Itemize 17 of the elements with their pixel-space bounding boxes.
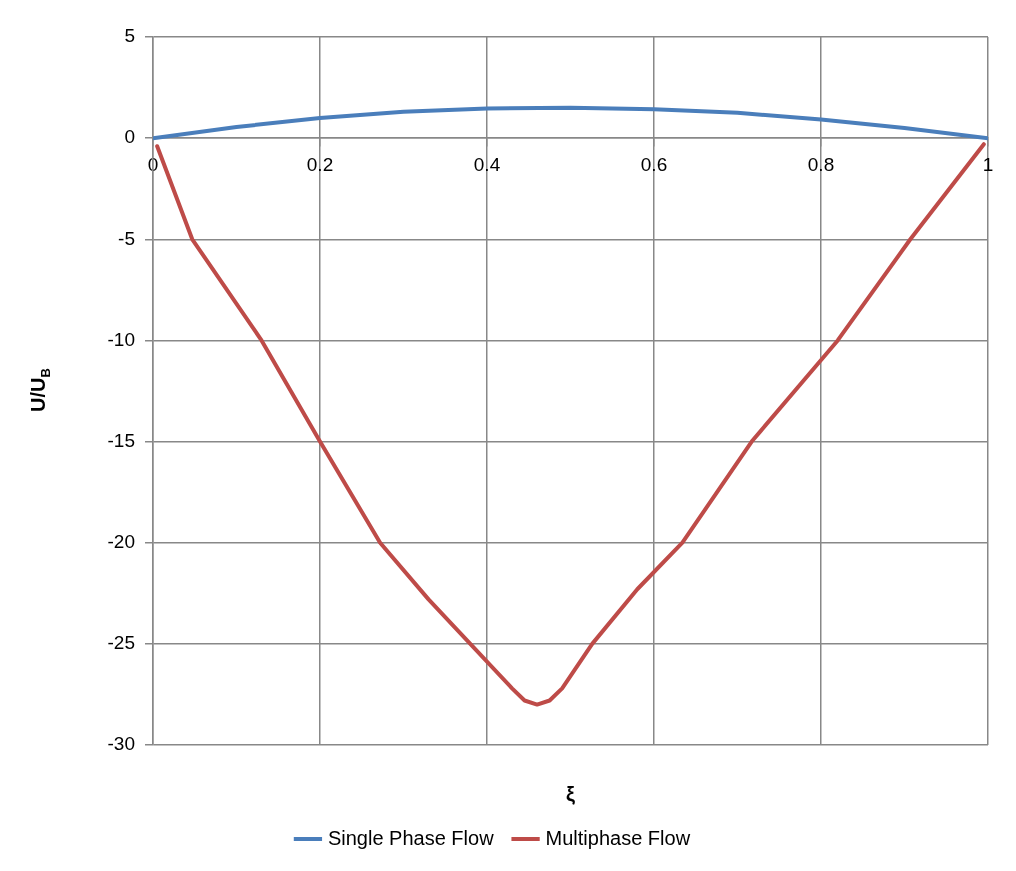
y-tick-label: -5 (118, 227, 135, 249)
x-tick-label: 1 (982, 153, 994, 175)
x-tick-label: 0.8 (807, 153, 835, 175)
x-tick-label: 0.2 (306, 153, 334, 175)
y-tick-label: 0 (124, 126, 135, 148)
x-tick-label: 0.6 (640, 153, 668, 175)
y-tick-label: -15 (107, 429, 135, 451)
x-tick-label: 0.4 (473, 153, 501, 175)
y-tick-label: -20 (107, 530, 135, 552)
legend-label: Multiphase Flow (545, 826, 691, 849)
x-tick-label: 0 (147, 153, 159, 175)
y-tick-label: -30 (107, 733, 135, 755)
y-tick-label: -25 (107, 632, 135, 654)
x-axis-title: ξ (566, 782, 576, 805)
legend-label: Single Phase Flow (327, 826, 495, 849)
y-tick-label: 5 (124, 25, 135, 47)
y-tick-label: -10 (107, 328, 135, 350)
